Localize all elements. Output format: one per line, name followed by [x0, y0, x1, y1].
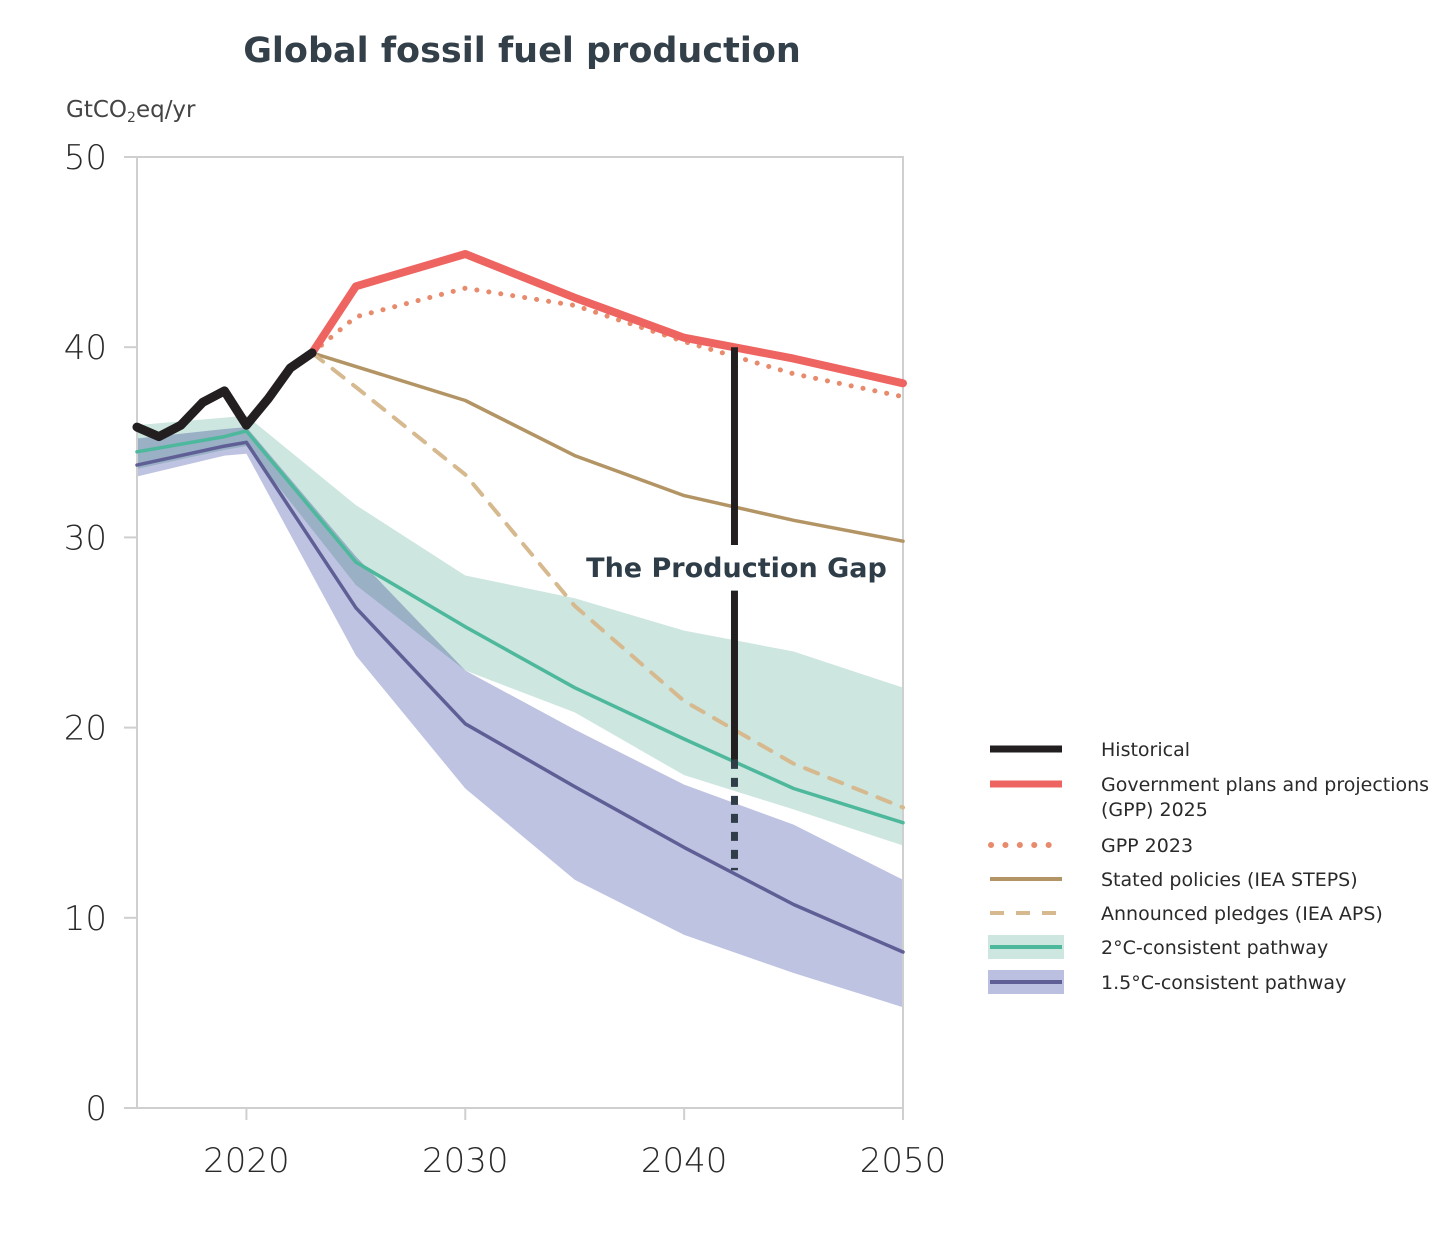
legend-item-stated-policies-iea-steps: Stated policies (IEA STEPS) — [990, 869, 1358, 891]
legend-item-announced-pledges-iea-aps: Announced pledges (IEA APS) — [990, 903, 1383, 925]
gpp-2023-line — [309, 285, 906, 400]
y-axis-unit-suffix: eq/yr — [136, 97, 196, 123]
series-lines — [132, 250, 907, 954]
x-tick-label: 2030 — [422, 1141, 509, 1181]
plot-frame — [136, 156, 904, 1109]
production-gap-annotation: The Production Gap — [586, 347, 887, 871]
y-tick-label: 10 — [64, 899, 107, 939]
historical-line — [132, 348, 317, 442]
legend-label-line: GPP 2023 — [1101, 835, 1193, 857]
y-tick-label: 30 — [64, 518, 107, 558]
legend-label-line: Stated policies (IEA STEPS) — [1101, 869, 1358, 891]
legend-label-line: 2°C-consistent pathway — [1101, 937, 1328, 959]
legend-label: 1.5°C-consistent pathway — [1101, 972, 1346, 994]
y-axis-unit-subscript: 2 — [127, 110, 136, 126]
legend: Historical Government plans and projectio… — [988, 739, 1429, 994]
stated-policies-iea-steps-line — [310, 351, 905, 543]
legend-label: Government plans and projections (GPP) 20… — [1101, 774, 1429, 821]
legend-label-line: 1.5°C-consistent pathway — [1101, 972, 1346, 994]
legend-label: Stated policies (IEA STEPS) — [1101, 869, 1358, 891]
legend-label: 2°C-consistent pathway — [1101, 937, 1328, 959]
legend-label-line: Announced pledges (IEA APS) — [1101, 903, 1383, 925]
y-tick-label: 40 — [64, 328, 107, 368]
2-c-consistent-pathway-line — [135, 429, 905, 825]
1-5-c-consistent-pathway-line — [135, 440, 905, 954]
production-gap-label: The Production Gap — [586, 553, 887, 584]
legend-item-historical: Historical — [990, 739, 1190, 761]
legend-label: GPP 2023 — [1101, 835, 1193, 857]
legend-label: Historical — [1101, 739, 1190, 761]
legend-item-1-5-c-consistent-pathway: 1.5°C-consistent pathway — [988, 970, 1346, 994]
2-c-consistent-pathway-band — [137, 415, 903, 846]
x-tick-label: 2050 — [860, 1141, 947, 1181]
legend-label-line: Government plans and projections — [1101, 774, 1429, 796]
legend-label-line: Historical — [1101, 739, 1190, 761]
legend-item-government-plans-and-projections-gpp-2025: Government plans and projections (GPP) 20… — [990, 774, 1429, 821]
x-tick-label: 2020 — [203, 1141, 290, 1181]
legend-item-2-c-consistent-pathway: 2°C-consistent pathway — [988, 935, 1328, 959]
chart-title: Global fossil fuel production — [243, 31, 801, 71]
axes — [124, 156, 904, 1120]
pathway-bands — [137, 415, 903, 1008]
legend-label-line: (GPP) 2025 — [1101, 799, 1208, 821]
legend-label: Announced pledges (IEA APS) — [1101, 903, 1383, 925]
y-tick-label: 20 — [64, 709, 107, 749]
y-axis-unit-label: GtCO2eq/yr — [66, 97, 196, 126]
legend-item-gpp-2023: GPP 2023 — [988, 835, 1193, 857]
y-axis-unit-base: GtCO — [66, 97, 127, 123]
x-tick-label: 2040 — [641, 1141, 728, 1181]
announced-pledges-iea-aps-line — [310, 350, 905, 810]
y-tick-label: 0 — [85, 1089, 107, 1129]
government-plans-and-projections-gpp-2025-line — [308, 250, 907, 388]
y-tick-label: 50 — [64, 138, 107, 178]
